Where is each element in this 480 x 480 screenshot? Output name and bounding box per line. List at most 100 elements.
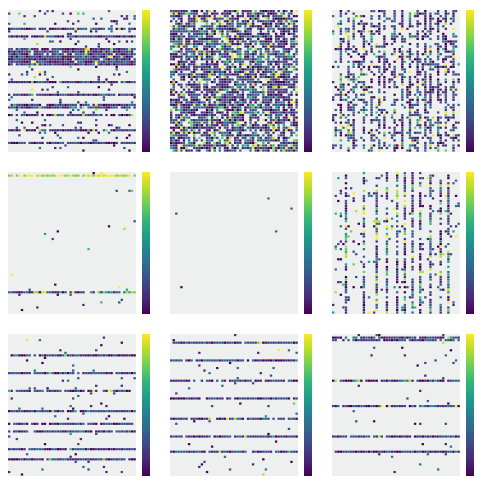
heatmap-cell (257, 136, 260, 139)
heatmap-cell (282, 116, 285, 119)
heatmap-cell (444, 73, 447, 76)
heatmap-cell (74, 141, 77, 145)
heatmap-cell (355, 15, 358, 18)
heatmap-cell (403, 199, 407, 203)
heatmap-cell (92, 53, 95, 56)
heatmap-cell (383, 126, 386, 129)
heatmap-cell (251, 139, 255, 142)
heatmap-cell (239, 32, 242, 35)
heatmap-cell (424, 149, 427, 152)
heatmap-cell (264, 149, 268, 152)
heatmap-cell (115, 103, 118, 106)
heatmap-cell (439, 232, 442, 236)
heatmap-cell (380, 111, 383, 114)
heatmap-cell (257, 27, 260, 30)
heatmap-cell (112, 50, 116, 53)
heatmap-cell (444, 40, 447, 43)
heatmap-cell (398, 50, 401, 53)
heatmap-cell (403, 55, 407, 58)
heatmap-cell (274, 83, 278, 86)
heatmap-cell (249, 126, 252, 129)
heatmap-cell (444, 20, 447, 23)
heatmap-cell (133, 15, 136, 18)
heatmap-cell (172, 86, 175, 89)
heatmap-cell (411, 136, 414, 139)
heatmap-cell (403, 258, 407, 261)
heatmap-cell (239, 63, 242, 66)
heatmap-cell (28, 288, 31, 291)
heatmap-cell (431, 141, 435, 145)
heatmap-cell (339, 212, 343, 215)
heatmap-cell (439, 311, 442, 314)
heatmap-cell (424, 45, 427, 48)
heatmap-cell (48, 372, 52, 375)
heatmap-cell (290, 20, 293, 23)
heatmap-cell (115, 141, 118, 145)
heatmap-cell (236, 32, 239, 35)
heatmap-cell (447, 194, 450, 197)
heatmap-cell (89, 141, 93, 145)
heatmap-cell (100, 63, 103, 66)
heatmap-cell (419, 227, 422, 230)
heatmap-cell (439, 237, 442, 241)
heatmap-cell (239, 15, 242, 18)
heatmap-cell (396, 311, 399, 314)
heatmap-cell (452, 144, 455, 147)
heatmap-cell (355, 78, 358, 81)
heatmap-cell (393, 17, 396, 20)
heatmap-cell (269, 134, 273, 137)
heatmap-cell (411, 258, 414, 261)
heatmap-cell (403, 306, 407, 309)
heatmap-cell (339, 192, 343, 195)
heatmap-cell (419, 258, 422, 261)
heatmap-cell (74, 81, 77, 84)
heatmap-panel-r1c1 (170, 172, 312, 314)
heatmap-cell (25, 81, 29, 84)
heatmap-cell (234, 149, 237, 152)
heatmap-cell (221, 93, 224, 96)
heatmap-cell (444, 113, 447, 117)
heatmap-cell (170, 131, 173, 134)
heatmap-cell (429, 37, 432, 41)
heatmap-cell (332, 30, 335, 33)
heatmap-cell (393, 40, 396, 43)
heatmap-cell (287, 116, 291, 119)
heatmap-cell (110, 291, 113, 294)
heatmap-cell (424, 10, 427, 13)
heatmap-cell (236, 22, 239, 25)
heatmap-cell (130, 53, 134, 56)
heatmap-cell (277, 73, 280, 76)
heatmap-cell (87, 58, 90, 61)
heatmap-cell (177, 22, 181, 25)
heatmap-cell (226, 98, 229, 101)
heatmap-cell (210, 124, 214, 127)
heatmap-cell (239, 126, 242, 129)
heatmap-cell (128, 55, 131, 58)
heatmap-cell (429, 129, 432, 132)
heatmap-cell (198, 81, 201, 84)
heatmap-cell (18, 129, 21, 132)
heatmap-cell (403, 174, 407, 177)
heatmap-cell (43, 410, 47, 413)
heatmap-cell (262, 60, 265, 63)
heatmap-cell (396, 86, 399, 89)
heatmap-cell (436, 27, 440, 30)
heatmap-cell (295, 25, 298, 28)
heatmap-cell (69, 81, 72, 84)
heatmap-cell (274, 103, 278, 106)
heatmap-cell (290, 42, 293, 46)
heatmap-cell (439, 136, 442, 139)
heatmap-cell (295, 63, 298, 66)
heatmap-cell (18, 293, 21, 296)
heatmap-cell (66, 27, 70, 30)
heatmap-cell (449, 116, 453, 119)
heatmap-cell (282, 10, 285, 13)
heatmap-cell (282, 25, 285, 28)
heatmap-cell (411, 141, 414, 145)
heatmap-cell (406, 149, 409, 152)
heatmap-cell (236, 113, 239, 117)
heatmap-cell (378, 30, 381, 33)
heatmap-cell (190, 121, 193, 124)
heatmap-cell (429, 58, 432, 61)
